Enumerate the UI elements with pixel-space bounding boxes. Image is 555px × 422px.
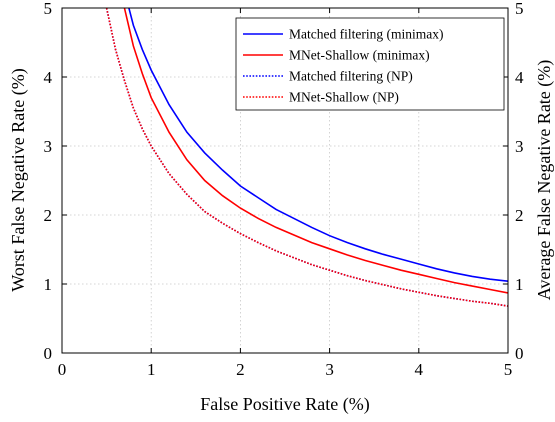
legend-label-3: Matched filtering (NP) <box>289 69 413 84</box>
x-tick-label: 1 <box>147 360 156 379</box>
ticks: 0 1 2 3 4 50 01 12 23 34 45 5 <box>44 0 525 379</box>
plot-frame <box>61 7 509 354</box>
y-tick-label-left: 1 <box>44 275 53 294</box>
y-tick-label-left: 4 <box>44 68 53 87</box>
x-tick-label: 0 <box>58 360 67 379</box>
x-tick-label: 5 <box>504 360 513 379</box>
series-layer <box>105 8 508 307</box>
y-tick-label-right: 5 <box>515 0 524 18</box>
series-line-1 <box>128 8 508 283</box>
series-line-2 <box>123 8 508 294</box>
legend-label-1: Matched filtering (minimax) <box>289 27 443 42</box>
y-tick-label-left: 3 <box>44 137 53 156</box>
x-tick-label: 2 <box>236 360 245 379</box>
series-line-4 <box>105 8 508 307</box>
x-axis-label: False Positive Rate (%) <box>200 394 369 415</box>
y-tick-label-right: 3 <box>515 137 524 156</box>
y-tick-label-right: 1 <box>515 275 524 294</box>
y-tick-label-left: 2 <box>44 206 53 225</box>
y-tick-label-right: 2 <box>515 206 524 225</box>
legend: Matched filtering (minimax) MNet-Shallow … <box>235 17 505 111</box>
y-tick-label-right: 4 <box>515 68 524 87</box>
y-tick-label-left: 5 <box>44 0 53 18</box>
y-axis-label-right: Average False Negative Rate (%) <box>534 60 555 301</box>
y-tick-label-right: 0 <box>515 344 524 363</box>
x-tick-label: 3 <box>325 360 334 379</box>
y-tick-label-left: 0 <box>44 344 53 363</box>
x-tick-label: 4 <box>415 360 424 379</box>
y-axis-label-left: Worst False Negative Rate (%) <box>8 68 29 291</box>
legend-label-2: MNet-Shallow (minimax) <box>289 48 430 63</box>
legend-label-4: MNet-Shallow (NP) <box>289 90 399 105</box>
